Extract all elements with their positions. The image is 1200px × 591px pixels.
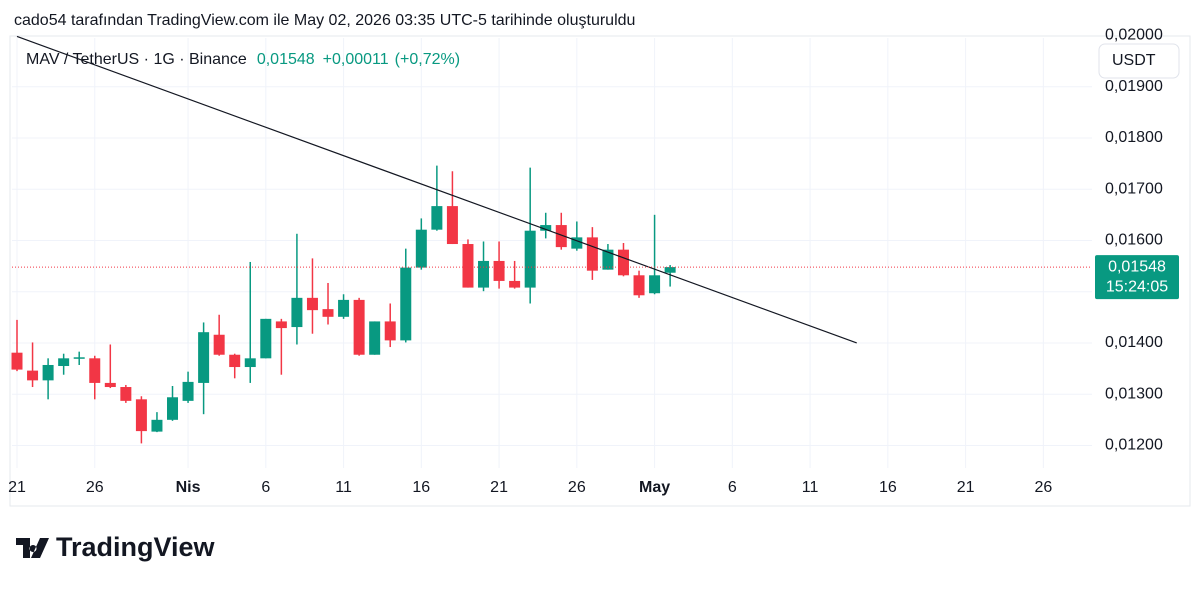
- candle-body: [135, 399, 147, 432]
- candle-body: [446, 206, 458, 245]
- candle-body: [322, 309, 334, 317]
- candle-body: [664, 267, 676, 273]
- last-price-legend: 0,01548: [257, 51, 315, 68]
- logo-icon: [16, 538, 49, 558]
- candle-body: [571, 237, 583, 249]
- x-tick-label: Nis: [176, 479, 201, 496]
- x-tick-label: 6: [728, 479, 737, 496]
- candle-body: [602, 249, 614, 270]
- x-tick-label: 26: [568, 479, 586, 496]
- candle-body: [649, 275, 661, 294]
- chart-frame: [9, 35, 1191, 507]
- currency[interactable]: USDT: [1112, 52, 1156, 69]
- x-tick-label: 26: [1034, 479, 1052, 496]
- candle-body: [198, 332, 210, 383]
- plot: 0,012000,013000,014000,015000,016000,017…: [8, 27, 1179, 496]
- candle-body: [617, 249, 629, 276]
- candle-body: [338, 299, 350, 317]
- candle-body: [291, 297, 303, 328]
- y-tick-label: 0,01600: [1105, 232, 1163, 249]
- y-tick-label: 0,01300: [1105, 385, 1163, 402]
- candle-body: [431, 206, 443, 230]
- candle-body: [633, 275, 645, 296]
- x-tick-label: 21: [490, 479, 508, 496]
- x-tick-label: 21: [8, 479, 26, 496]
- change-pct: (+0,72%): [395, 51, 460, 68]
- candle-body: [275, 321, 287, 329]
- y-tick-label: 0,02000: [1105, 27, 1163, 44]
- candle-body: [260, 318, 272, 359]
- x-tick-label: 6: [261, 479, 270, 496]
- candle-body: [27, 370, 39, 381]
- x-tick-label: 11: [802, 479, 819, 496]
- candle-body: [353, 299, 365, 355]
- x-tick-label: May: [639, 479, 670, 496]
- trendline: [16, 35, 857, 344]
- candle-body: [540, 225, 552, 231]
- candle-body: [586, 237, 598, 271]
- brand-logo: TradingView: [16, 532, 216, 562]
- candle-body: [524, 230, 536, 288]
- countdown: 15:24:05: [1106, 278, 1168, 295]
- candle-body: [120, 387, 132, 401]
- candle-body: [11, 352, 23, 370]
- x-tick-label: 11: [335, 479, 352, 496]
- candle-body: [89, 358, 101, 383]
- header: cado54 tarafından TradingView.com ile Ma…: [14, 12, 635, 29]
- candle-body: [493, 260, 505, 281]
- candle-body: [73, 357, 85, 359]
- symbol: MAV / TetherUS · 1G · Binance: [26, 51, 247, 68]
- candle-body: [229, 354, 241, 368]
- y-tick-label: 0,01700: [1105, 180, 1163, 197]
- candle-body: [42, 364, 54, 381]
- candle-body: [478, 260, 490, 288]
- candle-body: [104, 382, 116, 388]
- currency-box[interactable]: [1098, 43, 1180, 79]
- x-tick-label: 16: [412, 479, 430, 496]
- y-tick-label: 0,01400: [1105, 334, 1163, 351]
- price-label-box: [1095, 255, 1179, 300]
- currency-button[interactable]: USDT: [1098, 43, 1180, 79]
- x-tick-label: 26: [86, 479, 104, 496]
- candle-body: [400, 267, 412, 341]
- brand: TradingView: [56, 532, 216, 562]
- candle-body: [151, 419, 163, 432]
- y-tick-label: 0,01800: [1105, 129, 1163, 146]
- candle-body: [244, 358, 256, 368]
- x-tick-label: 16: [879, 479, 897, 496]
- candle-body: [306, 297, 318, 311]
- y-tick-label: 0,01900: [1105, 78, 1163, 95]
- price-label: 0,01548: [1108, 258, 1166, 275]
- x-tick-label: 21: [957, 479, 975, 496]
- candle-body: [555, 225, 567, 248]
- candle-body: [415, 229, 427, 268]
- legend: MAV / TetherUS · 1G · Binance 0,01548 +0…: [26, 51, 460, 68]
- candle-body: [182, 381, 194, 401]
- candle-body: [384, 321, 396, 341]
- candle-body: [58, 358, 70, 367]
- candle-body: [213, 334, 225, 355]
- y-tick-label: 0,01200: [1105, 437, 1163, 454]
- candle-body: [369, 321, 381, 355]
- change: +0,00011: [323, 51, 389, 68]
- candle-body: [509, 280, 521, 288]
- candle-body: [167, 397, 179, 420]
- candle-body: [462, 244, 474, 288]
